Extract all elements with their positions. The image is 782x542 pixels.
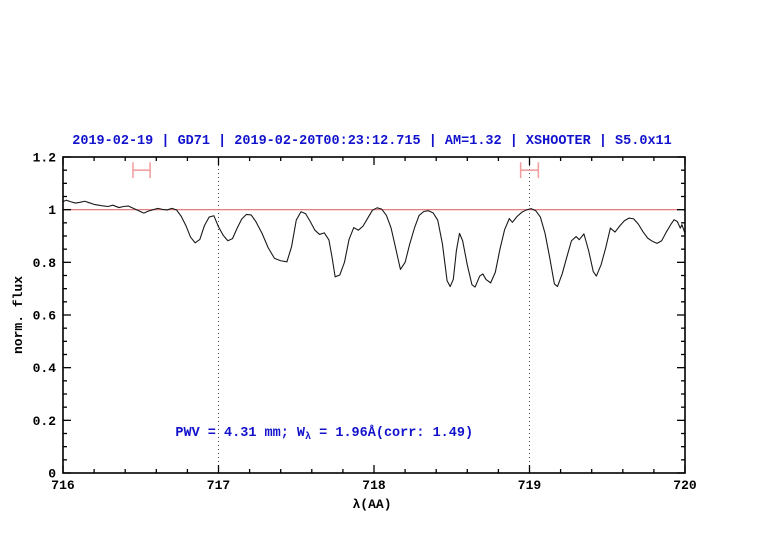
x-tick-label: 718	[362, 478, 386, 493]
x-tick-label: 719	[518, 478, 542, 493]
x-tick-label: 717	[207, 478, 230, 493]
y-tick-label: 0	[48, 467, 56, 482]
x-tick-label: 720	[673, 478, 697, 493]
x-axis-title: λ(AA)	[352, 497, 392, 512]
y-tick-label: 1.2	[33, 151, 57, 166]
spectrum-line	[62, 199, 686, 288]
y-tick-label: 0.4	[33, 361, 57, 376]
y-tick-label: 0.2	[33, 414, 57, 429]
x-tick-label: 716	[51, 478, 75, 493]
y-tick-label: 0.6	[33, 309, 57, 324]
plot-title: 2019-02-19 | GD71 | 2019-02-20T00:23:12.…	[72, 134, 672, 149]
pwv-annotation-pre: PWV = 4.31 mm; W	[175, 426, 306, 441]
pwv-annotation: PWV = 4.31 mm; Wλ = 1.96Å(corr: 1.49)	[143, 411, 473, 458]
pwv-annotation-post: = 1.96Å(corr: 1.49)	[311, 426, 474, 441]
y-tick-label: 1	[48, 203, 56, 218]
y-axis-title: norm. flux	[11, 276, 26, 355]
y-tick-label: 0.8	[33, 256, 57, 271]
pwv-annotation-subscript: λ	[305, 432, 312, 443]
